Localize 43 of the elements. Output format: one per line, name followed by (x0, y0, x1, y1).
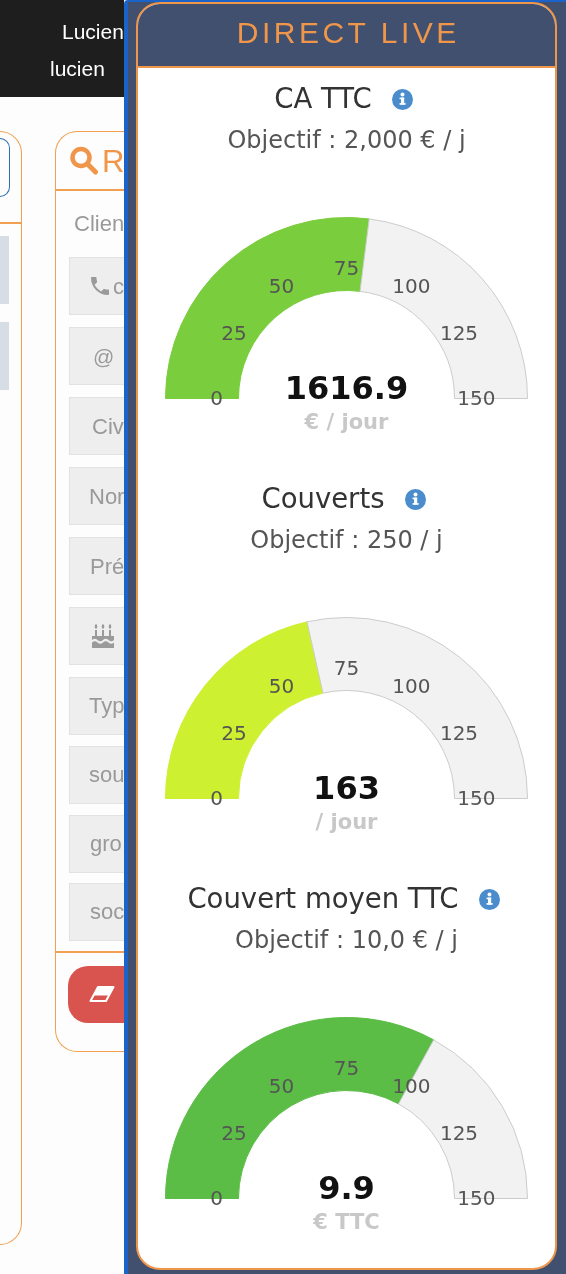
text: lucien (50, 56, 105, 80)
text: Clien (74, 211, 125, 236)
text: 150 (457, 1186, 496, 1211)
text: soc (90, 899, 125, 924)
text: 150 (457, 786, 496, 811)
chart-title: Couvert moyen TTC (187, 882, 459, 915)
text: gro (90, 831, 122, 856)
chart-subtitle: Objectif : 250 / j (250, 526, 443, 554)
text: 100 (392, 673, 431, 698)
chart-title: Couverts (261, 482, 385, 515)
text: 100 (392, 273, 431, 298)
text: Nor (89, 483, 125, 509)
text: 75 (333, 256, 360, 281)
text: 1616.9 (284, 368, 409, 407)
text: 25 (221, 1121, 247, 1146)
text: sou (89, 762, 125, 787)
text: 0 (210, 1186, 223, 1211)
text: 125 (439, 721, 479, 746)
text: 0 (210, 386, 223, 411)
text: 75 (333, 1056, 360, 1081)
text: DIRECT LIVE (236, 16, 460, 49)
text: Pré (90, 553, 125, 579)
chart-subtitle: Objectif : 2,000 € / j (227, 126, 466, 154)
text: c (113, 273, 124, 299)
text: Typ (89, 693, 125, 718)
text: 50 (268, 673, 295, 698)
text: Civ (92, 413, 124, 439)
text: 163 (313, 768, 380, 807)
text: 50 (268, 273, 295, 298)
text: 150 (457, 386, 496, 411)
text: 125 (439, 321, 479, 346)
text: 25 (221, 721, 247, 746)
text: R (102, 143, 125, 179)
text: 50 (268, 1073, 295, 1098)
chart-title: CA TTC (274, 82, 372, 115)
text: Lucien (62, 19, 124, 43)
text: 0 (210, 786, 223, 811)
text: 125 (439, 1121, 479, 1146)
text: 25 (221, 321, 247, 346)
text: 9.9 (318, 1168, 375, 1207)
text: 75 (333, 656, 360, 681)
chart-subtitle: Objectif : 10,0 € / j (235, 926, 458, 954)
text: @ (93, 345, 115, 368)
